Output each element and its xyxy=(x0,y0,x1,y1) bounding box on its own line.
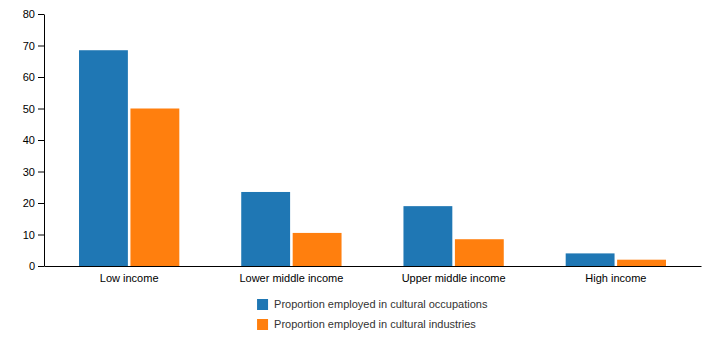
y-tick-label: 40 xyxy=(23,134,35,146)
x-tick: Low income xyxy=(100,272,159,284)
y-tick: 40 xyxy=(23,134,44,146)
y-tick-mark xyxy=(38,235,44,236)
y-tick-label: 50 xyxy=(23,103,35,115)
y-axis: 0 10 20 30 40 50 60 70 80 xyxy=(23,8,45,272)
x-tick: Upper middle income xyxy=(402,272,506,284)
y-tick-mark xyxy=(38,140,44,141)
legend-item: Proportion employed in cultural occupati… xyxy=(257,298,488,310)
legend: Proportion employed in cultural occupati… xyxy=(257,298,488,330)
y-tick: 70 xyxy=(23,40,44,52)
y-tick-label: 20 xyxy=(23,197,35,209)
y-tick-mark xyxy=(38,172,44,173)
y-tick: 30 xyxy=(23,166,44,178)
y-tick: 10 xyxy=(23,229,44,241)
x-axis: Low income Lower middle income Upper middl… xyxy=(45,267,702,285)
y-tick: 60 xyxy=(23,71,44,83)
y-tick-label: 60 xyxy=(23,71,35,83)
y-tick-label: 30 xyxy=(23,166,35,178)
bar-series xyxy=(130,109,666,267)
bar xyxy=(241,192,290,266)
legend-label: Proportion employed in cultural occupati… xyxy=(274,298,488,310)
x-tick-label: High income xyxy=(585,272,646,284)
x-tick: Lower middle income xyxy=(239,272,343,284)
y-tick-mark xyxy=(38,266,44,267)
bar xyxy=(566,253,615,266)
y-tick-mark xyxy=(38,77,44,78)
y-tick: 20 xyxy=(23,197,44,209)
x-tick-label: Low income xyxy=(100,272,159,284)
y-tick-mark xyxy=(38,46,44,47)
x-tick-label: Lower middle income xyxy=(239,272,343,284)
bar xyxy=(455,239,504,266)
y-tick-mark xyxy=(38,203,44,204)
bar xyxy=(130,109,179,267)
y-axis-line xyxy=(44,15,45,267)
y-tick-mark xyxy=(38,14,44,15)
legend-swatch xyxy=(257,299,268,310)
y-tick: 50 xyxy=(23,103,44,115)
y-tick-label: 70 xyxy=(23,40,35,52)
y-tick-label: 0 xyxy=(29,260,35,272)
legend-swatch xyxy=(257,319,268,330)
chart: 0 10 20 30 40 50 60 70 80 Low income Lower middle … xyxy=(0,0,717,346)
y-tick: 80 xyxy=(23,8,44,20)
legend-item: Proportion employed in cultural industri… xyxy=(257,318,476,330)
x-axis-line xyxy=(45,266,702,267)
y-tick-label: 80 xyxy=(23,8,35,20)
bar xyxy=(293,233,342,266)
x-tick: High income xyxy=(585,272,646,284)
y-tick-mark xyxy=(38,109,44,110)
plot: 0 10 20 30 40 50 60 70 80 Low income Lower middle … xyxy=(23,8,702,284)
y-tick-label: 10 xyxy=(23,229,35,241)
bars xyxy=(79,50,666,266)
bar xyxy=(79,50,128,266)
y-tick: 0 xyxy=(29,260,44,272)
bar xyxy=(617,260,666,266)
bar xyxy=(403,206,452,266)
legend-label: Proportion employed in cultural industri… xyxy=(274,318,476,330)
bar-series xyxy=(79,50,615,266)
x-tick-label: Upper middle income xyxy=(402,272,506,284)
